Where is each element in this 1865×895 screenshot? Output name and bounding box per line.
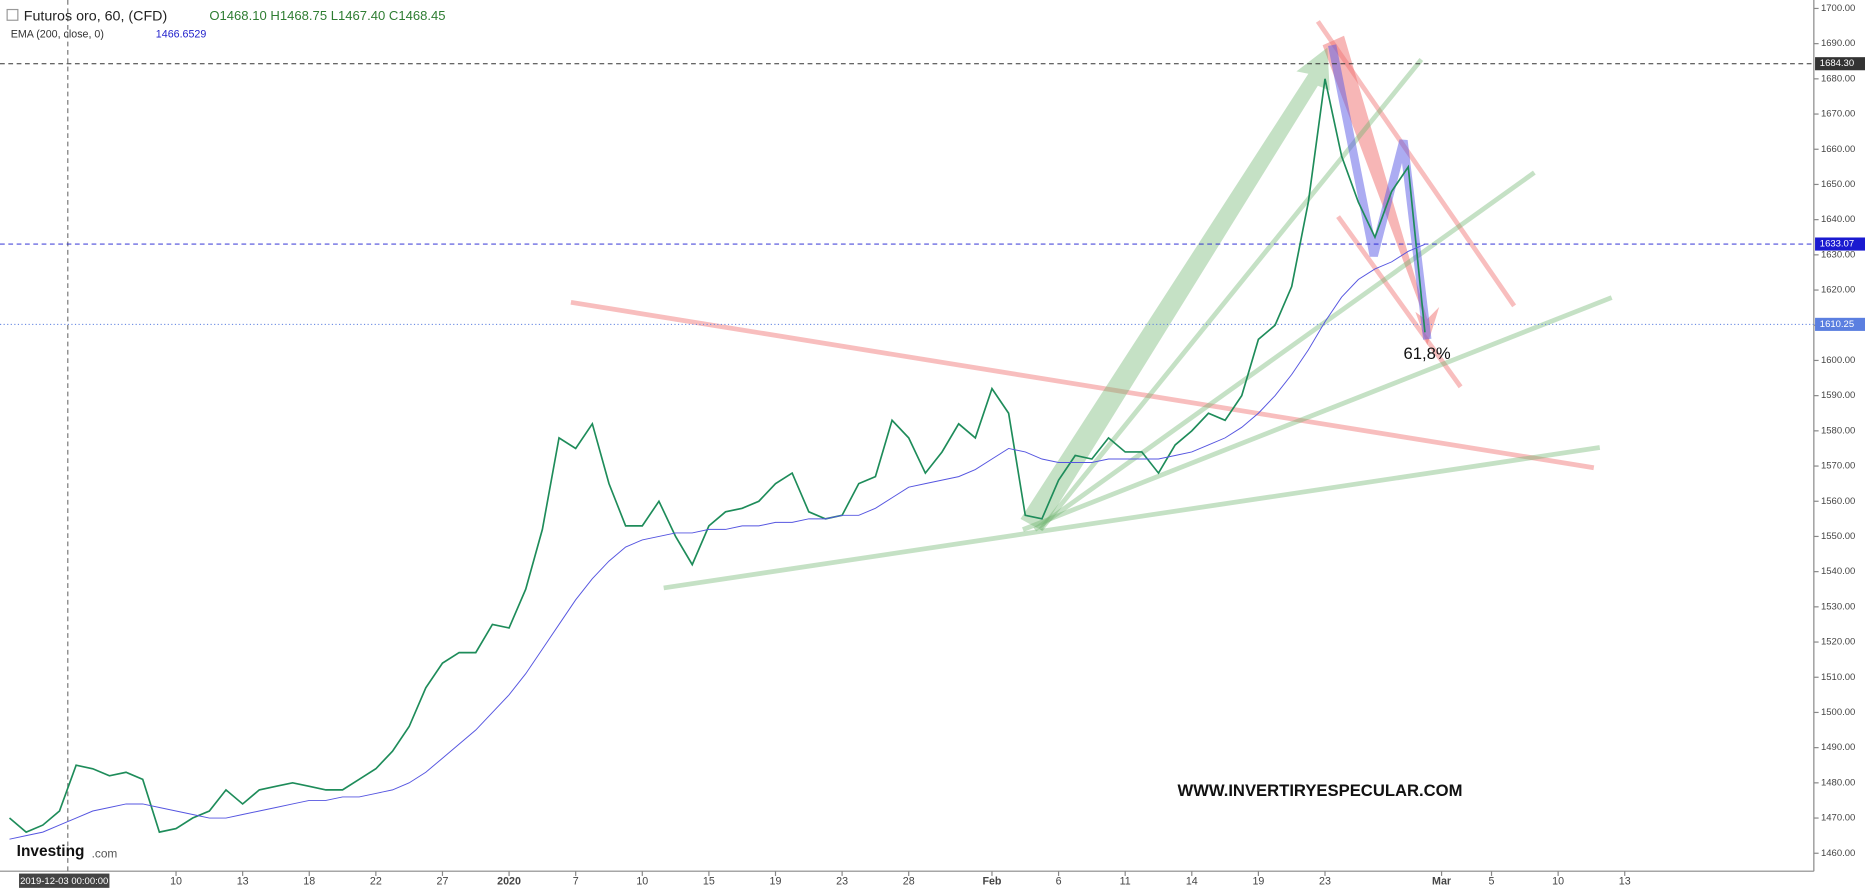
x-tick-label: 14 (1186, 876, 1198, 888)
annotation: 61,8% (1404, 344, 1451, 363)
x-tick-label: 10 (1552, 876, 1564, 888)
y-tick-label: 1580.00 (1821, 425, 1855, 436)
y-tick-label: 1570.00 (1821, 461, 1855, 472)
y-tick-label: 1660.00 (1821, 144, 1855, 155)
x-tick-label: 19 (770, 876, 782, 888)
price-label: 1610.25 (1820, 319, 1854, 330)
arrow (1020, 47, 1330, 531)
trend-line (570, 299, 1595, 471)
y-tick-label: 1690.00 (1821, 38, 1855, 49)
y-tick-label: 1540.00 (1821, 566, 1855, 577)
y-tick-label: 1650.00 (1821, 179, 1855, 190)
y-tick-label: 1520.00 (1821, 637, 1855, 648)
y-tick-label: 1490.00 (1821, 742, 1855, 753)
drawings (570, 20, 1613, 591)
x-tick-label: 6 (1056, 876, 1062, 888)
trend-line (1033, 170, 1536, 532)
crosshair-date: 2019-12-03 00:00:00 (20, 876, 108, 887)
y-tick-label: 1640.00 (1821, 214, 1855, 225)
price-line-series (8, 78, 1426, 834)
x-tick-label: 13 (237, 876, 249, 888)
collapse-icon[interactable] (6, 8, 19, 21)
trend-line (663, 445, 1601, 591)
x-tick-label: Feb (982, 876, 1001, 888)
crosshair-date-box (19, 873, 110, 888)
trend-line (1022, 295, 1613, 532)
x-tick-label: 22 (370, 876, 382, 888)
arrow (1322, 35, 1440, 346)
price-label-box (1815, 317, 1865, 331)
y-tick-label: 1500.00 (1821, 707, 1855, 718)
y-tick-label: 1460.00 (1821, 848, 1855, 859)
trend-line (1336, 215, 1463, 389)
x-tick-label: 23 (1319, 876, 1331, 888)
price-label-box (1815, 237, 1865, 251)
y-tick-label: 1700.00 (1821, 3, 1855, 14)
y-tick-label: 1550.00 (1821, 531, 1855, 542)
x-tick-label: 28 (903, 876, 915, 888)
annotation: WWW.INVERTIRYESPECULAR.COM (1178, 781, 1463, 800)
x-tick-label: 10 (170, 876, 182, 888)
chart-title: Futuros oro, 60, (CFD) (24, 8, 167, 24)
x-tick-label: 27 (437, 876, 449, 888)
y-tick-label: 1670.00 (1821, 109, 1855, 120)
x-tick-label: Mar (1432, 876, 1451, 888)
x-tick-label: 23 (836, 876, 848, 888)
y-tick-label: 1470.00 (1821, 813, 1855, 824)
y-tick-label: 1600.00 (1821, 355, 1855, 366)
x-tick-label: 19 (1252, 876, 1264, 888)
plot (0, 63, 1814, 840)
indicator-name: EMA (200, close, 0) (11, 28, 104, 40)
y-tick-label: 1590.00 (1821, 390, 1855, 401)
ohlc: O1468.10 H1468.75 L1467.40 C1468.45 (209, 8, 445, 23)
logo: Investing (17, 843, 85, 860)
y-tick-label: 1630.00 (1821, 249, 1855, 260)
price-label: 1684.30 (1820, 58, 1854, 69)
indicator-value: 1466.6529 (156, 28, 207, 40)
ema-line (9, 243, 1426, 840)
trend-line (1038, 58, 1424, 532)
x-tick-label: 7 (573, 876, 579, 888)
logo-suffix: .com (92, 847, 118, 861)
x-tick-label: 11 (1120, 876, 1131, 888)
y-tick-label: 1510.00 (1821, 672, 1855, 683)
x-tick-label: 5 (1489, 876, 1495, 888)
y-tick-label: 1480.00 (1821, 777, 1855, 788)
x-tick-label: 10 (636, 876, 648, 888)
x-tick-label: 18 (303, 876, 315, 888)
y-tick-label: 1620.00 (1821, 285, 1855, 296)
y-tick-label: 1530.00 (1821, 601, 1855, 612)
x-tick-label: 13 (1619, 876, 1631, 888)
price-label-box (1815, 57, 1865, 71)
y-tick-label: 1680.00 (1821, 73, 1855, 84)
x-tick-label: 15 (703, 876, 715, 888)
price-label: 1633.07 (1820, 239, 1854, 250)
y-tick-label: 1560.00 (1821, 496, 1855, 507)
x-tick-label: 2020 (497, 876, 521, 888)
